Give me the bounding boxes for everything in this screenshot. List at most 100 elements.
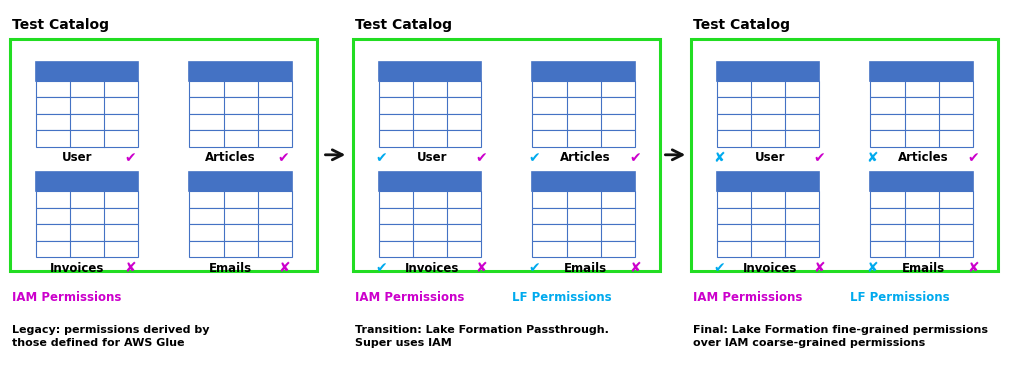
Text: ✔: ✔ bbox=[528, 151, 541, 165]
Text: ✔: ✔ bbox=[813, 151, 825, 165]
Bar bbox=[870, 130, 973, 147]
Text: Test Catalog: Test Catalog bbox=[355, 18, 453, 32]
Bar bbox=[532, 241, 635, 257]
Bar bbox=[36, 191, 138, 207]
Bar bbox=[870, 172, 973, 191]
Text: IAM Permissions: IAM Permissions bbox=[355, 291, 465, 305]
Bar bbox=[532, 80, 635, 97]
Text: User: User bbox=[61, 151, 92, 164]
Text: ✔: ✔ bbox=[629, 151, 641, 165]
Text: Final: Lake Formation fine-grained permissions
over IAM coarse-grained permissio: Final: Lake Formation fine-grained permi… bbox=[693, 325, 988, 348]
Text: Invoices: Invoices bbox=[49, 262, 104, 275]
Text: LF Permissions: LF Permissions bbox=[850, 291, 949, 305]
Bar bbox=[189, 130, 292, 147]
Bar bbox=[36, 207, 138, 224]
Bar bbox=[532, 172, 635, 191]
Bar bbox=[717, 241, 819, 257]
Bar bbox=[189, 97, 292, 114]
Text: ✘: ✘ bbox=[967, 261, 979, 275]
Text: IAM Permissions: IAM Permissions bbox=[12, 291, 122, 305]
Text: Emails: Emails bbox=[209, 262, 252, 275]
Text: ✘: ✘ bbox=[278, 261, 290, 275]
Bar bbox=[870, 114, 973, 130]
Text: Test Catalog: Test Catalog bbox=[12, 18, 110, 32]
Bar bbox=[10, 39, 317, 271]
Bar bbox=[36, 241, 138, 257]
Bar bbox=[717, 207, 819, 224]
Bar bbox=[353, 39, 660, 271]
Bar bbox=[36, 172, 138, 191]
Bar bbox=[379, 80, 481, 97]
Text: ✔: ✔ bbox=[375, 151, 387, 165]
Bar bbox=[379, 114, 481, 130]
Bar bbox=[717, 191, 819, 207]
Bar bbox=[870, 191, 973, 207]
Bar bbox=[189, 62, 292, 80]
Bar bbox=[189, 241, 292, 257]
Bar bbox=[870, 207, 973, 224]
Text: Articles: Articles bbox=[898, 151, 949, 164]
Bar bbox=[189, 207, 292, 224]
Bar bbox=[532, 130, 635, 147]
Bar bbox=[36, 97, 138, 114]
Text: Test Catalog: Test Catalog bbox=[693, 18, 791, 32]
Bar bbox=[717, 130, 819, 147]
Bar bbox=[189, 80, 292, 97]
Text: User: User bbox=[417, 151, 447, 164]
Bar bbox=[189, 191, 292, 207]
Bar bbox=[36, 114, 138, 130]
Bar bbox=[532, 97, 635, 114]
Text: ✘: ✘ bbox=[866, 151, 879, 165]
Text: Articles: Articles bbox=[205, 151, 256, 164]
Bar bbox=[36, 224, 138, 241]
Text: ✔: ✔ bbox=[713, 261, 725, 275]
Text: LF Permissions: LF Permissions bbox=[512, 291, 611, 305]
Bar bbox=[379, 130, 481, 147]
Bar bbox=[870, 62, 973, 80]
Text: ✔: ✔ bbox=[278, 151, 290, 165]
Bar bbox=[717, 172, 819, 191]
Bar bbox=[36, 130, 138, 147]
Bar bbox=[379, 97, 481, 114]
Bar bbox=[379, 224, 481, 241]
Text: ✘: ✘ bbox=[713, 151, 725, 165]
Text: ✘: ✘ bbox=[475, 261, 487, 275]
Text: Transition: Lake Formation Passthrough.
Super uses IAM: Transition: Lake Formation Passthrough. … bbox=[355, 325, 609, 348]
Text: Legacy: permissions derived by
those defined for AWS Glue: Legacy: permissions derived by those def… bbox=[12, 325, 210, 348]
Text: ✔: ✔ bbox=[124, 151, 136, 165]
Bar bbox=[189, 172, 292, 191]
Bar bbox=[189, 114, 292, 130]
Text: ✘: ✘ bbox=[629, 261, 641, 275]
Text: User: User bbox=[755, 151, 785, 164]
Bar bbox=[532, 191, 635, 207]
Bar bbox=[717, 97, 819, 114]
Bar bbox=[717, 80, 819, 97]
Bar bbox=[189, 224, 292, 241]
Bar bbox=[532, 114, 635, 130]
Bar bbox=[36, 80, 138, 97]
Text: Invoices: Invoices bbox=[742, 262, 798, 275]
Bar bbox=[379, 241, 481, 257]
Text: ✘: ✘ bbox=[813, 261, 825, 275]
Text: Emails: Emails bbox=[564, 262, 607, 275]
Text: Invoices: Invoices bbox=[404, 262, 460, 275]
Bar bbox=[36, 62, 138, 80]
Bar bbox=[870, 97, 973, 114]
Bar bbox=[717, 62, 819, 80]
Bar bbox=[870, 224, 973, 241]
Bar bbox=[532, 62, 635, 80]
Text: ✔: ✔ bbox=[475, 151, 487, 165]
Text: Articles: Articles bbox=[560, 151, 611, 164]
Bar bbox=[379, 62, 481, 80]
Text: ✔: ✔ bbox=[375, 261, 387, 275]
Bar bbox=[870, 80, 973, 97]
Bar bbox=[717, 114, 819, 130]
Text: Emails: Emails bbox=[902, 262, 945, 275]
Bar bbox=[379, 191, 481, 207]
Bar bbox=[532, 207, 635, 224]
Bar bbox=[379, 207, 481, 224]
Bar bbox=[532, 224, 635, 241]
Bar bbox=[717, 224, 819, 241]
Text: ✘: ✘ bbox=[124, 261, 136, 275]
Text: IAM Permissions: IAM Permissions bbox=[693, 291, 803, 305]
